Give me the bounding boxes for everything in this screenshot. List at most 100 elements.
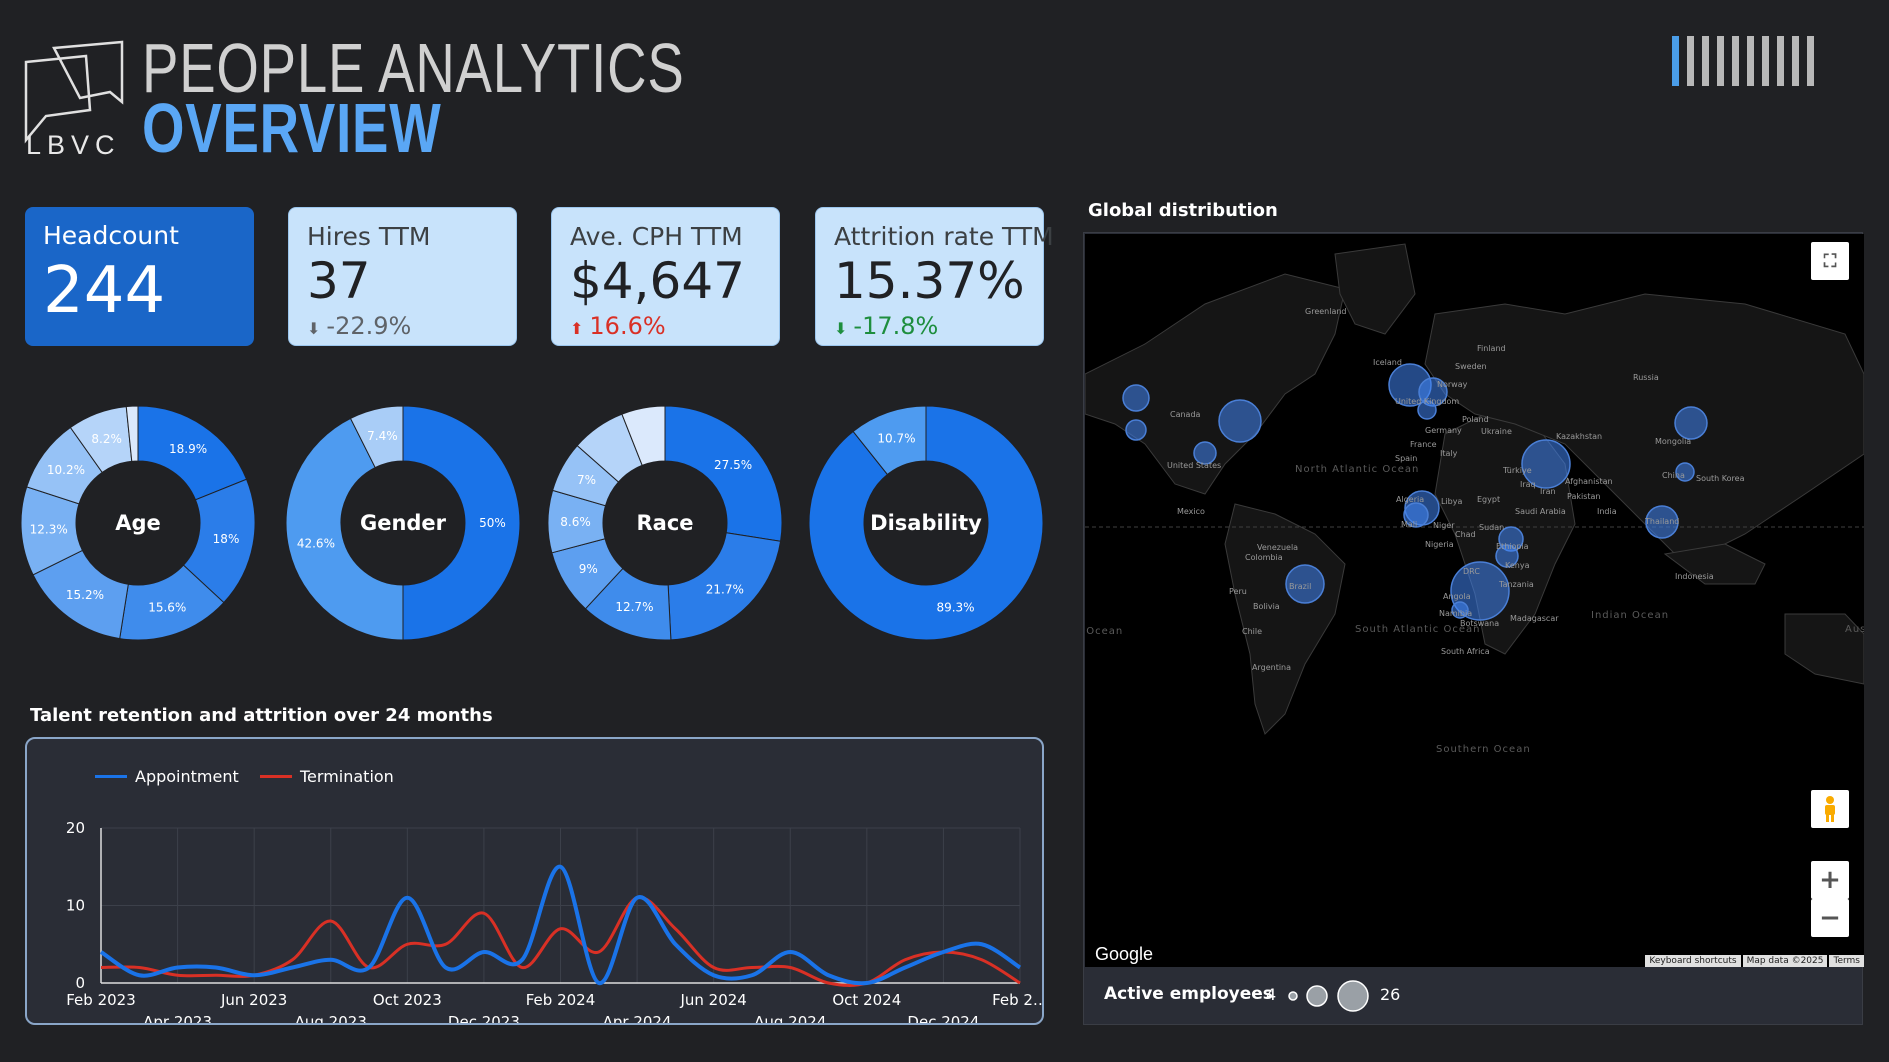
page-subtitle: OVERVIEW [142,89,442,167]
lbvc-logo [24,40,124,144]
x-tick-label: Apr 2023 [143,1013,212,1023]
svg-text:Brazil: Brazil [1289,582,1311,591]
svg-text:China: China [1662,471,1685,480]
svg-text:Italy: Italy [1440,449,1458,458]
svg-text:North Atlantic Ocean: North Atlantic Ocean [1295,464,1419,475]
world-map-svg: Greenland Finland Iceland Sweden Norway … [1085,243,1864,755]
donut-slice-label: 9% [579,562,598,576]
svg-text:Mongolia: Mongolia [1655,437,1691,446]
series-line-appointment[interactable] [99,864,1022,986]
zoom-in-button[interactable]: + [1811,861,1849,899]
bubble-size-legend [1288,980,1369,1012]
x-tick-label: Oct 2024 [832,991,901,1009]
keyboard-shortcuts-link[interactable]: Keyboard shortcuts [1645,955,1741,967]
kpi-cph: Ave. CPH TTM $4,647 ⬆ 16.6% [551,207,780,346]
svg-text:Venezuela: Venezuela [1257,543,1298,552]
svg-text:Madagascar: Madagascar [1510,614,1559,623]
gender-donut-chart[interactable]: 50% 42.6% 7.4% Gender [283,403,523,643]
arrow-up-icon: ⬆ [570,319,584,338]
svg-text:United Kingdom: United Kingdom [1395,397,1459,406]
svg-text:Iraq: Iraq [1520,480,1536,489]
svg-text:United States: United States [1167,461,1221,470]
kpi-hires: Hires TTM 37 ⬇ -22.9% [288,207,517,346]
kpi-change: ⬇ -22.9% [307,312,412,340]
donut-slice-label: 10.7% [877,432,915,446]
svg-text:Türkiye: Türkiye [1502,466,1532,475]
page-title: PEOPLE ANALYTICS [142,29,685,107]
donut-slice-label: 18.9% [169,442,207,456]
donut-slice-label: 89.3% [936,600,974,614]
donut-title: Disability [870,511,982,535]
fullscreen-icon[interactable]: ⛶ [1811,242,1849,280]
x-tick-label: Dec 2023 [448,1013,520,1023]
donut-slice[interactable] [667,532,782,641]
disability-donut-chart[interactable]: 89.3% 10.7% Disability [806,403,1046,643]
x-tick-label: Feb 2023 [66,991,136,1009]
legend-appointment[interactable]: Appointment [95,767,239,786]
x-tick-label: Feb 2024 [526,991,596,1009]
svg-text:Norway: Norway [1437,380,1468,389]
donut-slice[interactable] [349,405,404,469]
donut-slice[interactable] [852,405,927,476]
svg-text:South Korea: South Korea [1696,474,1745,483]
world-map[interactable]: Greenland Finland Iceland Sweden Norway … [1085,234,1864,967]
donut-slice-label: 8.2% [91,432,122,446]
line-chart-title: Talent retention and attrition over 24 m… [30,705,493,726]
svg-text:South Atlantic Ocean: South Atlantic Ocean [1355,624,1480,635]
x-tick-label: Aug 2023 [295,1013,367,1023]
donut-slice-label: 27.5% [714,458,752,472]
age-donut-svg: 18.9% 18% 15.6% 15.2% 12.3% 10.2% 8.2% [20,405,256,641]
kpi-label: Attrition rate TTM [834,222,1054,251]
kpi-value: 15.37% [834,252,1025,310]
donut-slice-label: 7.4% [367,429,398,443]
svg-text:South Africa: South Africa [1441,647,1490,656]
pegman-icon[interactable] [1811,790,1849,828]
donut-slice[interactable] [402,405,521,641]
donut-title: Age [115,511,161,535]
svg-text:Nigeria: Nigeria [1425,540,1454,549]
terms-link[interactable]: Terms [1829,955,1864,967]
svg-text:DRC: DRC [1463,567,1480,576]
svg-text:Ethiopia: Ethiopia [1496,542,1529,551]
map-title: Global distribution [1088,200,1278,221]
donut-slice[interactable] [808,405,1044,641]
y-tick-label: 20 [66,819,85,837]
kpi-change: ⬆ 16.6% [570,312,666,340]
svg-text:Ukraine: Ukraine [1481,427,1512,436]
donut-slice[interactable] [125,405,139,462]
age-donut-chart[interactable]: 18.9% 18% 15.6% 15.2% 12.3% 10.2% 8.2% Age [18,403,258,643]
svg-text:Mali: Mali [1401,520,1417,529]
map-attribution: Keyboard shortcuts Map data ©2025 Terms [1645,955,1864,967]
donut-slice-label: 15.6% [148,601,186,615]
arrow-down-icon: ⬇ [834,319,848,338]
donut-slice[interactable] [664,405,783,542]
donut-title: Race [636,511,694,535]
donut-slice[interactable] [285,417,404,641]
x-tick-label: Jun 2023 [220,991,287,1009]
kpi-value: $4,647 [570,252,745,310]
donut-slice-label: 12.7% [615,600,653,614]
svg-text:Kazakhstan: Kazakhstan [1556,432,1602,441]
zoom-out-button[interactable]: − [1811,899,1849,937]
svg-text:Namibia: Namibia [1439,609,1472,618]
arrow-down-icon: ⬇ [307,319,321,338]
svg-text:Niger: Niger [1433,521,1455,530]
svg-text:Canada: Canada [1170,410,1201,419]
donut-slice-label: 12.3% [30,522,68,536]
race-donut-svg: 27.5% 21.7% 12.7% 9% 8.6% 7% [547,405,783,641]
size-legend-min: 4 [1266,985,1277,1004]
svg-text:South Pacific Ocean: South Pacific Ocean [1085,626,1123,637]
svg-text:Southern Ocean: Southern Ocean [1436,744,1531,755]
svg-text:Argentina: Argentina [1252,663,1291,672]
race-donut-chart[interactable]: 27.5% 21.7% 12.7% 9% 8.6% 7% Race [545,403,785,643]
svg-text:Sweden: Sweden [1455,362,1487,371]
svg-text:Germany: Germany [1425,426,1462,435]
legend-termination[interactable]: Termination [260,767,394,786]
donut-slice[interactable] [621,405,666,467]
line-chart-panel[interactable]: Appointment Termination 0 10 20 Feb 2023 Jun… [25,737,1044,1025]
logo-text: LBVC [26,130,121,160]
svg-text:Finland: Finland [1477,344,1506,353]
page-indicator [1672,36,1814,86]
svg-text:Saudi Arabia: Saudi Arabia [1515,507,1566,516]
donut-slice-label: 18% [213,532,240,546]
